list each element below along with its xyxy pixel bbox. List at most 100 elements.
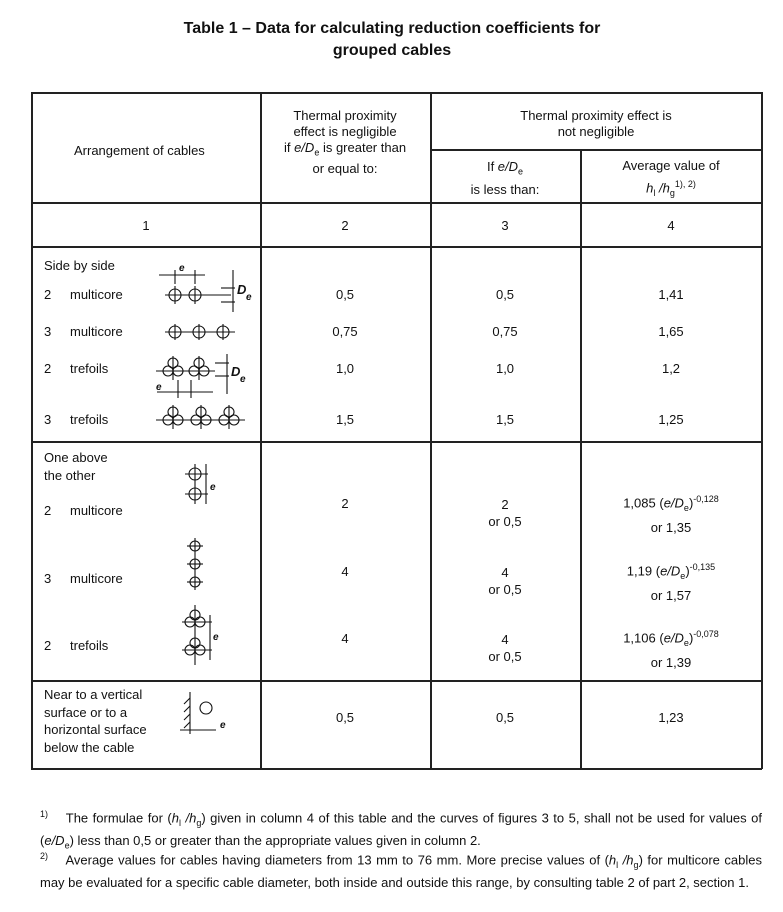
text: below the cable [44, 739, 135, 755]
text: l [653, 187, 656, 198]
cell-col3: 1,0 [495, 361, 515, 376]
text: e [683, 502, 689, 513]
footnote-1: 1) The formulae for (hl /hg) given in co… [40, 806, 762, 855]
text: e [210, 482, 216, 493]
header-col4: Average value of hl /hg1), 2) [622, 157, 719, 202]
text: e [213, 632, 219, 643]
text: horizontal surface [44, 722, 147, 737]
cell-col2: 4 [341, 564, 349, 579]
table-title-line2: grouped cables [332, 42, 452, 59]
text: or 1,57 [650, 587, 692, 603]
cell-col3: 4 or 0,5 [488, 631, 521, 665]
text: or 1,39 [650, 654, 692, 670]
text: not negligible [557, 124, 635, 139]
text: 1), 2) [674, 179, 696, 189]
text: e [179, 263, 185, 274]
diagram-one-above-2-multicore: e [185, 464, 216, 504]
text: ) [685, 563, 690, 579]
text: or equal to: [312, 160, 378, 176]
diagram-side-by-side-3-multicore [165, 324, 235, 340]
text: surface or to a [44, 704, 128, 720]
text: ( [655, 495, 664, 511]
diagram-one-above-2-trefoils: e [182, 605, 219, 665]
text: e/D [497, 159, 519, 174]
text: is greater than [319, 140, 407, 155]
text: e [240, 374, 246, 385]
text: D [237, 282, 247, 297]
cell-col3: 4 or 0,5 [488, 564, 521, 598]
text: Thermal proximity effect is [520, 108, 672, 123]
text: D [231, 364, 241, 379]
text: g [669, 187, 675, 198]
diagram-near-surface: e [180, 692, 226, 734]
row-type: multicore [70, 324, 123, 339]
cell-col2: 2 [341, 496, 349, 511]
text: h [608, 852, 617, 868]
text: e [683, 637, 689, 648]
cell-col4-formula: 1,106 (e/De)-0,078 or 1,39 [623, 624, 719, 673]
text: l [178, 817, 181, 828]
row-type: trefoils [70, 412, 109, 427]
cell-col3: 0,75 [492, 324, 518, 339]
diagram-side-by-side-2-trefoils: e De [156, 354, 246, 398]
text: 1,19 [626, 563, 653, 579]
text: 2) [40, 851, 49, 861]
text: is less than: [470, 181, 540, 197]
text: h [171, 810, 179, 826]
header-col3: If e/De is less than: [471, 158, 540, 199]
row-count: 2 [44, 287, 52, 302]
diagram-side-by-side-3-trefoils [156, 405, 245, 429]
row-count: 3 [44, 571, 52, 586]
cell-col4: 1,2 [661, 361, 681, 376]
text: g [196, 817, 202, 828]
cell-col3: 0,5 [495, 710, 515, 725]
text: e [246, 292, 252, 303]
text: ) [688, 630, 694, 646]
row-type: trefoils [70, 638, 109, 653]
diagram-side-by-side-2-multicore: e De [159, 263, 252, 312]
text: -0,078 [693, 629, 719, 639]
row-count: 2 [44, 503, 52, 518]
header-col34: Thermal proximity effect is not negligibl… [520, 108, 671, 140]
text: The formulae for ( [65, 810, 172, 826]
text: e/D [663, 630, 684, 646]
text: Near to a vertical [44, 687, 143, 702]
cell-col3: 1,5 [495, 412, 515, 427]
column-number-2: 2 [341, 218, 349, 233]
cell-col2: 1,0 [335, 361, 355, 376]
row-count: 2 [44, 361, 52, 376]
text: or 1,35 [650, 519, 692, 535]
text: e [518, 166, 524, 177]
section-near-surface: Near to a vertical surface or to a horizon… [44, 686, 147, 756]
text: or 0,5 [488, 514, 522, 529]
cell-col3: 0,5 [495, 287, 515, 302]
text: If [486, 159, 498, 174]
text: e/D [294, 140, 315, 155]
text: Thermal proximity [293, 108, 397, 123]
text: or 0,5 [488, 649, 522, 664]
text: 1,106 [623, 630, 656, 646]
text: e [220, 720, 226, 731]
row-type: trefoils [70, 361, 109, 376]
diagram-one-above-3-multicore [187, 538, 203, 590]
text: ) given in column 4 of this table and th… [40, 810, 762, 848]
text: if [283, 140, 291, 155]
cell-col2: 0,75 [332, 324, 358, 339]
footnote-2: 2) Average values for cables having diam… [40, 848, 762, 891]
table-title: Table 1 – Data for calculating reduction… [183, 20, 601, 37]
text: /h [180, 810, 197, 826]
text: the other [44, 468, 96, 483]
header-col2: Thermal proximity effect is negligible if… [284, 108, 406, 177]
cell-col4-formula: 1,085 (e/De)-0,128 or 1,35 [623, 489, 719, 538]
cell-col2: 0,5 [335, 710, 355, 725]
section-side-by-side: Side by side [44, 258, 115, 273]
text: ) [688, 495, 694, 511]
text: 2 [501, 497, 509, 512]
text: e/D [660, 563, 681, 579]
text: /h [655, 180, 670, 196]
row-type: multicore [70, 571, 123, 586]
text: effect is negligible [293, 124, 397, 139]
row-type: multicore [70, 287, 123, 302]
cell-col3: 2 or 0,5 [488, 496, 521, 530]
